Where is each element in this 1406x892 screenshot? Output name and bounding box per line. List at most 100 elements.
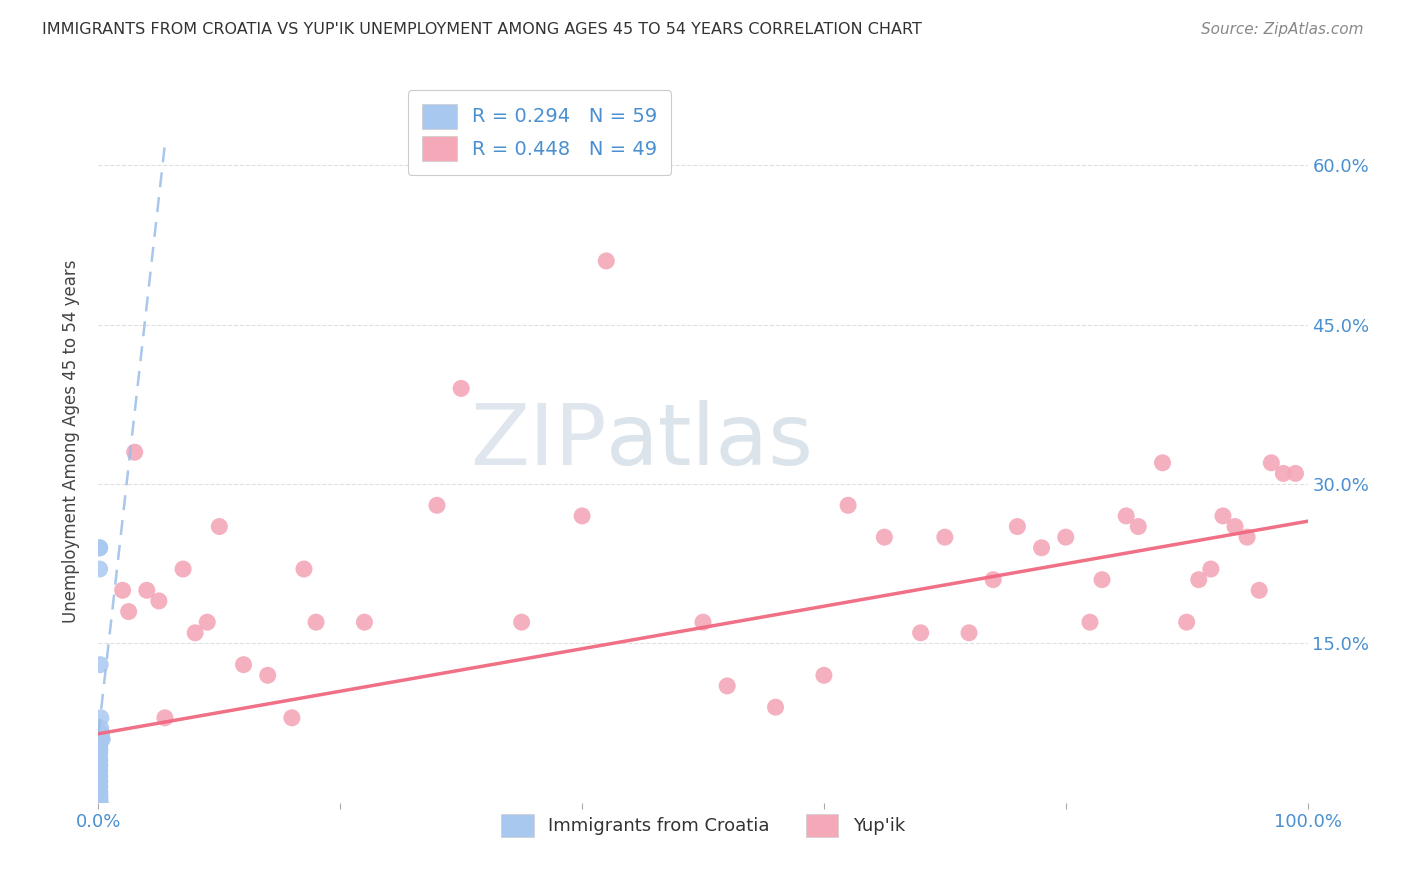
Point <box>89 791 111 805</box>
Point <box>89 753 111 767</box>
Point <box>89 562 111 576</box>
Y-axis label: Unemployment Among Ages 45 to 54 years: Unemployment Among Ages 45 to 54 years <box>62 260 80 624</box>
Point <box>89 657 111 672</box>
Point <box>184 625 207 640</box>
Point <box>1249 583 1271 598</box>
Point <box>89 747 111 762</box>
Point <box>89 791 111 805</box>
Point <box>232 657 254 672</box>
Point <box>89 785 111 799</box>
Point <box>595 254 617 268</box>
Point <box>1091 573 1114 587</box>
Point <box>89 780 111 794</box>
Point <box>91 732 114 747</box>
Point <box>89 742 111 756</box>
Point <box>571 508 593 523</box>
Point <box>1199 562 1222 576</box>
Point <box>692 615 714 630</box>
Point <box>1188 573 1211 587</box>
Point <box>1223 519 1246 533</box>
Point <box>292 562 315 576</box>
Point <box>153 711 176 725</box>
Point <box>89 790 111 805</box>
Point <box>89 796 111 810</box>
Point <box>281 711 304 725</box>
Point <box>89 792 111 806</box>
Point <box>89 769 111 783</box>
Point <box>89 758 111 772</box>
Point <box>89 769 111 783</box>
Point <box>89 796 111 810</box>
Point <box>1152 456 1174 470</box>
Point <box>1272 467 1295 481</box>
Point <box>89 796 111 810</box>
Point <box>981 573 1004 587</box>
Point <box>89 753 111 767</box>
Point <box>1054 530 1077 544</box>
Point <box>1031 541 1053 555</box>
Point <box>89 795 111 809</box>
Point <box>89 795 111 809</box>
Point <box>957 625 980 640</box>
Point <box>426 498 449 512</box>
Point <box>89 742 111 756</box>
Point <box>1212 508 1234 523</box>
Point <box>89 780 111 794</box>
Text: IMMIGRANTS FROM CROATIA VS YUP'IK UNEMPLOYMENT AMONG AGES 45 TO 54 YEARS CORRELA: IMMIGRANTS FROM CROATIA VS YUP'IK UNEMPL… <box>42 22 922 37</box>
Point <box>716 679 738 693</box>
Point <box>89 790 111 805</box>
Point <box>89 794 111 808</box>
Point <box>90 727 112 741</box>
Point <box>89 774 111 789</box>
Point <box>90 711 112 725</box>
Point <box>89 774 111 789</box>
Text: Source: ZipAtlas.com: Source: ZipAtlas.com <box>1201 22 1364 37</box>
Point <box>89 794 111 808</box>
Point <box>90 727 112 741</box>
Point <box>89 789 111 804</box>
Point <box>89 795 111 809</box>
Point <box>89 785 111 799</box>
Point <box>910 625 932 640</box>
Point <box>813 668 835 682</box>
Point <box>837 498 859 512</box>
Point <box>89 787 111 801</box>
Point <box>765 700 787 714</box>
Point <box>124 445 146 459</box>
Text: atlas: atlas <box>606 400 814 483</box>
Point <box>89 796 111 810</box>
Point <box>89 785 111 799</box>
Point <box>89 737 111 751</box>
Point <box>89 796 111 810</box>
Point <box>89 742 111 756</box>
Point <box>1284 467 1306 481</box>
Point <box>89 753 111 767</box>
Point <box>89 789 111 803</box>
Point <box>1078 615 1101 630</box>
Point <box>1007 519 1029 533</box>
Point <box>89 758 111 772</box>
Point <box>89 541 111 555</box>
Point <box>353 615 375 630</box>
Point <box>118 605 141 619</box>
Point <box>208 519 231 533</box>
Point <box>89 541 111 555</box>
Point <box>90 722 112 736</box>
Point <box>89 737 111 751</box>
Point <box>510 615 533 630</box>
Point <box>1236 530 1258 544</box>
Point <box>111 583 134 598</box>
Point <box>89 745 111 759</box>
Point <box>89 774 111 789</box>
Point <box>148 594 170 608</box>
Point <box>1260 456 1282 470</box>
Point <box>1128 519 1150 533</box>
Point <box>135 583 157 598</box>
Point <box>89 780 111 794</box>
Point <box>89 796 111 810</box>
Point <box>89 787 111 801</box>
Point <box>89 792 111 806</box>
Point <box>873 530 896 544</box>
Point <box>450 381 472 395</box>
Point <box>172 562 194 576</box>
